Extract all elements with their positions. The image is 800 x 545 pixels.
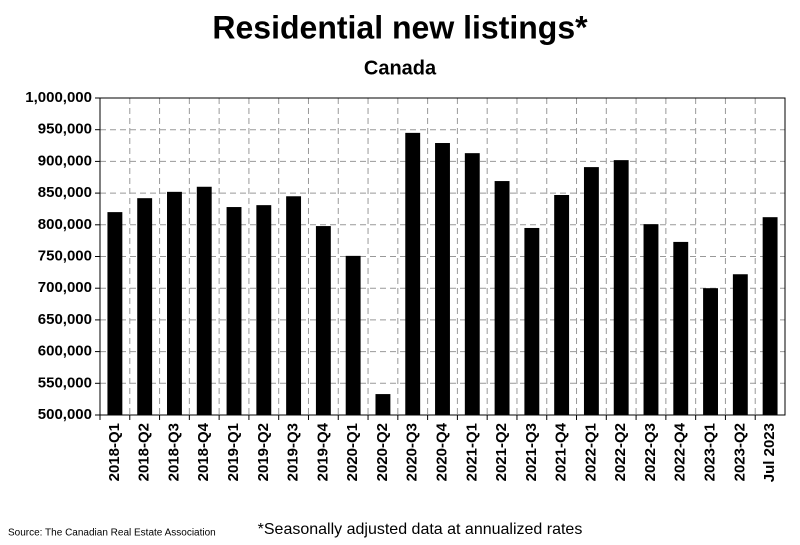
y-tick-label: 700,000 bbox=[38, 279, 92, 296]
x-tick-label: 2021-Q2 bbox=[493, 423, 510, 481]
y-tick-label: 900,000 bbox=[38, 152, 92, 169]
bar bbox=[494, 181, 510, 415]
x-tick-label: 2018-Q2 bbox=[136, 423, 153, 481]
x-tick-label: 2022-Q3 bbox=[642, 423, 659, 481]
bar bbox=[107, 212, 123, 415]
y-tick-label: 950,000 bbox=[38, 121, 92, 138]
bar bbox=[643, 224, 659, 415]
bar bbox=[226, 207, 242, 415]
x-tick-label: 2022-Q2 bbox=[612, 423, 629, 481]
bar bbox=[732, 274, 748, 415]
y-tick-label: 850,000 bbox=[38, 184, 92, 201]
bar bbox=[762, 217, 778, 415]
x-tick-label: 2018-Q1 bbox=[106, 423, 123, 481]
bar bbox=[435, 143, 450, 415]
y-tick-label: 750,000 bbox=[38, 247, 92, 264]
bar bbox=[137, 198, 153, 415]
x-tick-label: 2023-Q1 bbox=[702, 423, 719, 481]
y-tick-label: 1,000,000 bbox=[25, 89, 92, 106]
bar bbox=[256, 205, 272, 415]
x-tick-label: 2019-Q3 bbox=[285, 423, 302, 481]
x-tick-label: 2023-Q2 bbox=[731, 423, 748, 481]
y-tick-label: 500,000 bbox=[38, 406, 92, 423]
x-tick-label: 2020-Q4 bbox=[433, 422, 450, 481]
bar bbox=[286, 196, 302, 415]
x-tick-label: 2018-Q3 bbox=[165, 423, 182, 481]
y-tick-label: 650,000 bbox=[38, 311, 92, 328]
x-tick-label: 2019-Q2 bbox=[255, 423, 272, 481]
x-tick-label: 2020-Q1 bbox=[344, 423, 361, 481]
bar bbox=[196, 186, 212, 415]
bar bbox=[703, 288, 718, 415]
x-tick-label: 2022-Q4 bbox=[672, 422, 689, 481]
bar bbox=[315, 226, 331, 415]
y-tick-label: 800,000 bbox=[38, 216, 92, 233]
chart-subtitle: Canada bbox=[364, 57, 437, 79]
x-tick-label: 2018-Q4 bbox=[195, 422, 212, 481]
bar bbox=[345, 255, 361, 415]
y-tick-label: 550,000 bbox=[38, 374, 92, 391]
footnote: *Seasonally adjusted data at annualized … bbox=[258, 521, 583, 538]
x-tick-label: 2019-Q4 bbox=[314, 422, 331, 481]
x-tick-label: 2021-Q1 bbox=[463, 423, 480, 481]
x-tick-label: 2021-Q4 bbox=[553, 422, 570, 481]
x-tick-label: 2021-Q3 bbox=[523, 423, 540, 481]
bar bbox=[554, 195, 570, 415]
bar bbox=[613, 160, 629, 415]
source: Source: The Canadian Real Estate Associa… bbox=[8, 528, 216, 539]
plot-frame bbox=[99, 97, 786, 416]
x-tick-label: Jul 2023 bbox=[761, 423, 778, 482]
x-tick-label: 2022-Q1 bbox=[582, 423, 599, 481]
bar bbox=[167, 191, 182, 415]
chart-title: Residential new listings* bbox=[212, 9, 588, 45]
x-tick-label: 2020-Q2 bbox=[374, 423, 391, 481]
bar bbox=[673, 241, 689, 415]
x-tick-label: 2020-Q3 bbox=[404, 423, 421, 481]
bar bbox=[583, 167, 599, 415]
bar bbox=[375, 394, 391, 415]
bar bbox=[405, 132, 421, 415]
bar bbox=[524, 227, 540, 415]
y-tick-label: 600,000 bbox=[38, 343, 92, 360]
x-tick-label: 2019-Q1 bbox=[225, 423, 242, 481]
bar bbox=[464, 153, 480, 415]
